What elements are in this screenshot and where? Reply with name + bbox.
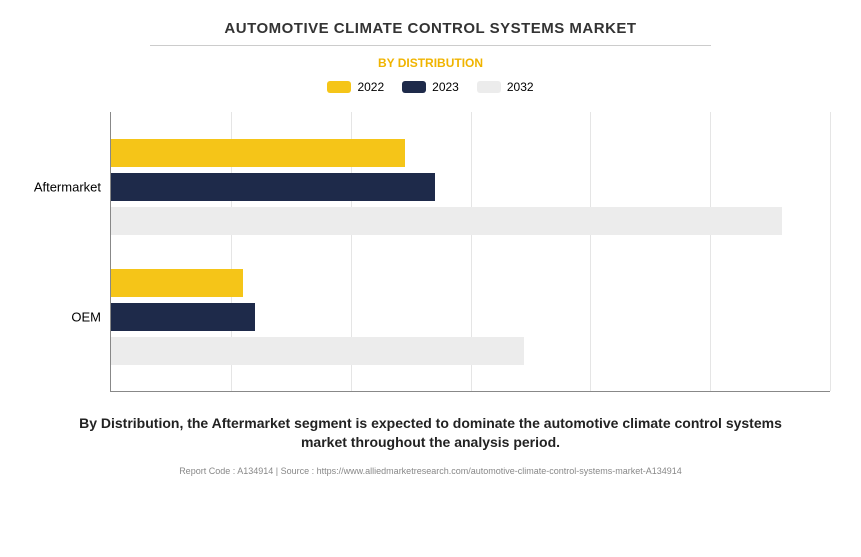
legend-swatch (402, 81, 426, 93)
legend-item: 2032 (477, 80, 534, 94)
chart-area: AftermarketOEM (110, 112, 811, 392)
bar (111, 337, 524, 365)
chart-subtitle: BY DISTRIBUTION (30, 56, 831, 70)
chart-caption: By Distribution, the Aftermarket segment… (70, 414, 791, 452)
source-label: Source : (281, 466, 317, 476)
category-label: Aftermarket (34, 180, 111, 195)
gridline (830, 112, 831, 391)
legend-label: 2023 (432, 80, 459, 94)
report-code: A134914 (237, 466, 273, 476)
legend-label: 2022 (357, 80, 384, 94)
chart-footer: Report Code : A134914 | Source : https:/… (30, 466, 831, 476)
legend: 2022 2023 2032 (30, 80, 831, 94)
category-label: OEM (71, 310, 111, 325)
legend-item: 2023 (402, 80, 459, 94)
legend-swatch (327, 81, 351, 93)
report-code-label: Report Code : (179, 466, 237, 476)
plot-area: AftermarketOEM (110, 112, 830, 392)
legend-swatch (477, 81, 501, 93)
bar (111, 303, 255, 331)
footer-sep: | (273, 466, 280, 476)
title-rule (150, 45, 711, 46)
bar (111, 139, 405, 167)
gridline (590, 112, 591, 391)
chart-title: AUTOMOTIVE CLIMATE CONTROL SYSTEMS MARKE… (30, 20, 831, 37)
bar (111, 173, 435, 201)
bar (111, 269, 243, 297)
bar (111, 207, 782, 235)
chart-container: AUTOMOTIVE CLIMATE CONTROL SYSTEMS MARKE… (0, 0, 861, 486)
legend-item: 2022 (327, 80, 384, 94)
legend-label: 2032 (507, 80, 534, 94)
source-url: https://www.alliedmarketresearch.com/aut… (317, 466, 682, 476)
gridline (710, 112, 711, 391)
